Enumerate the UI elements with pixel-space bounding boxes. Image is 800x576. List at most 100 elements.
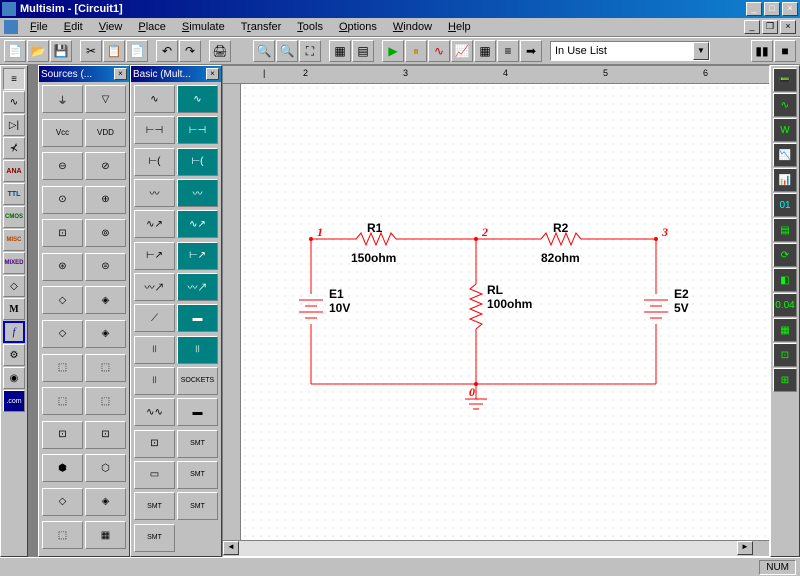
conn-comp[interactable]: ▬	[177, 398, 218, 426]
three-btn[interactable]: ⬚	[42, 521, 83, 549]
save-button[interactable]: 💾	[50, 40, 72, 62]
smt-i-comp[interactable]: SMT	[134, 492, 175, 520]
chip-comp[interactable]: ▭	[134, 461, 175, 489]
menu-simulate[interactable]: Simulate	[174, 19, 233, 35]
netanalyzer-btn[interactable]: ▦	[773, 318, 797, 342]
resistor-btn[interactable]: ∿	[3, 91, 25, 113]
vind-comp[interactable]: 〰↗	[134, 273, 175, 301]
scope-btn[interactable]: 📉	[773, 143, 797, 167]
smt-last-comp[interactable]: SMT	[134, 524, 175, 552]
cap-comp[interactable]: ⊢⊣	[134, 116, 175, 144]
am-btn[interactable]: ⊚	[85, 219, 126, 247]
palette2-close[interactable]: ×	[206, 68, 219, 80]
diode-btn[interactable]: ▷|	[3, 114, 25, 136]
clock-btn[interactable]: ⊡	[42, 219, 83, 247]
inuse-combo[interactable]: In Use List ▼	[550, 41, 710, 61]
combo-drop-icon[interactable]: ▼	[693, 42, 709, 60]
mdi-minimize-button[interactable]: _	[744, 20, 760, 34]
agilent-mm-btn[interactable]: ⊞	[773, 368, 797, 392]
abc2-btn[interactable]: ◈	[85, 488, 126, 516]
new-button[interactable]: 📄	[4, 40, 26, 62]
vcap-comp[interactable]: ⊢↗	[134, 242, 175, 270]
mixed-btn[interactable]: MIXED	[3, 252, 25, 274]
zoomin-button[interactable]: 🔍	[253, 40, 275, 62]
smt-c-comp[interactable]: SMT	[177, 461, 218, 489]
relay-comp[interactable]: ▬	[177, 304, 218, 332]
transistor-btn[interactable]: ⊀	[3, 137, 25, 159]
xfmr-comp[interactable]: ⧙⧘	[134, 336, 175, 364]
menu-file[interactable]: File	[22, 19, 56, 35]
palette1-close[interactable]: ×	[114, 68, 127, 80]
ecap-vcomp[interactable]: ⊢(	[177, 148, 218, 176]
smt-i2-comp[interactable]: SMT	[177, 492, 218, 520]
zoomfit-button[interactable]: ⛶	[299, 40, 321, 62]
dcv-btn[interactable]: ⊖	[42, 152, 83, 180]
aci-btn[interactable]: ⊕	[85, 186, 126, 214]
sim-run-button[interactable]: ▮▮	[751, 40, 773, 62]
vccs-btn[interactable]: ◇	[42, 286, 83, 314]
pulse-btn[interactable]: ⬚	[85, 387, 126, 415]
menu-window[interactable]: Window	[385, 19, 440, 35]
print-button[interactable]: 🖨	[209, 40, 231, 62]
vind-vcomp[interactable]: 〰↗	[177, 273, 218, 301]
f-btn[interactable]: f	[3, 321, 25, 343]
vcc-btn[interactable]: Vcc	[42, 119, 83, 147]
menu-place[interactable]: Place	[130, 19, 174, 35]
scroll-right-btn[interactable]: ►	[737, 541, 753, 555]
funcgen-btn[interactable]: ∿	[773, 93, 797, 117]
pwlv-btn[interactable]: ⬢	[42, 454, 83, 482]
menu-options[interactable]: Options	[331, 19, 385, 35]
acv-btn[interactable]: ⊙	[42, 186, 83, 214]
resistor-comp[interactable]: ∿	[134, 85, 175, 113]
smt-r-comp[interactable]: SMT	[177, 430, 218, 458]
wordgen-btn[interactable]: 01	[773, 193, 797, 217]
nlxfmr-comp[interactable]: ⧙⧘	[134, 367, 175, 395]
copy-button[interactable]: 📋	[103, 40, 125, 62]
socket-comp[interactable]: SOCKETS	[177, 367, 218, 395]
report-button[interactable]: ≡	[497, 40, 519, 62]
resnet-comp[interactable]: ∿∿	[134, 398, 175, 426]
pwli-btn[interactable]: ⬡	[85, 454, 126, 482]
resistor-vcomp[interactable]: ∿	[177, 85, 218, 113]
pullup-comp[interactable]: ⊡	[134, 430, 175, 458]
close-button[interactable]: ×	[782, 2, 798, 16]
ground-btn[interactable]: ⏚	[42, 85, 83, 113]
menu-edit[interactable]: Edit	[56, 19, 91, 35]
cmos-btn[interactable]: CMOS	[3, 206, 25, 228]
fsk-btn[interactable]: ⊜	[85, 253, 126, 281]
paste-button[interactable]: 📄	[126, 40, 148, 62]
switch-comp[interactable]: ⟋	[134, 304, 175, 332]
electro-btn[interactable]: ⚙	[3, 344, 25, 366]
sffm-btn[interactable]: ⊡	[85, 421, 126, 449]
pot-comp[interactable]: ∿↗	[134, 210, 175, 238]
cccs-btn[interactable]: ◇	[42, 320, 83, 348]
scroll-left-btn[interactable]: ◄	[223, 541, 239, 555]
m-btn[interactable]: M	[3, 298, 25, 320]
menu-tools[interactable]: Tools	[289, 19, 331, 35]
ccvs-btn[interactable]: ◈	[85, 286, 126, 314]
cut-button[interactable]: ✂	[80, 40, 102, 62]
db-button[interactable]: ▤	[352, 40, 374, 62]
dci-btn[interactable]: ⊘	[85, 152, 126, 180]
agilent-scope-btn[interactable]: ⊡	[773, 343, 797, 367]
h-scrollbar[interactable]: ◄ ►	[223, 540, 769, 556]
palette1-titlebar[interactable]: Sources (... ×	[39, 66, 129, 82]
zoomout-button[interactable]: 🔍	[276, 40, 298, 62]
mdi-restore-button[interactable]: ❐	[762, 20, 778, 34]
spectrum-btn[interactable]: 0.04	[773, 293, 797, 317]
postproc-button[interactable]: ▦	[474, 40, 496, 62]
pwl-btn[interactable]: ⬚	[42, 387, 83, 415]
rf-btn[interactable]: ◉	[3, 367, 25, 389]
pot-vcomp[interactable]: ∿↗	[177, 210, 218, 238]
redo-button[interactable]: ↷	[179, 40, 201, 62]
cap-vcomp[interactable]: ⊢⊣	[177, 116, 218, 144]
menu-transfer[interactable]: Transfer	[233, 19, 290, 35]
fm-btn[interactable]: ⊛	[42, 253, 83, 281]
mdi-close-button[interactable]: ×	[780, 20, 796, 34]
component-button[interactable]: ▦	[329, 40, 351, 62]
ind-comp[interactable]: 〰	[134, 179, 175, 207]
palette2-titlebar[interactable]: Basic (Mult... ×	[131, 66, 221, 82]
schematic-canvas[interactable]: 1 2 3 0 R1 150ohm R2 82ohm RL 100ohm E1 …	[241, 84, 769, 540]
logicconv-btn[interactable]: ⟳	[773, 243, 797, 267]
pause-button[interactable]: ⏸	[405, 40, 427, 62]
